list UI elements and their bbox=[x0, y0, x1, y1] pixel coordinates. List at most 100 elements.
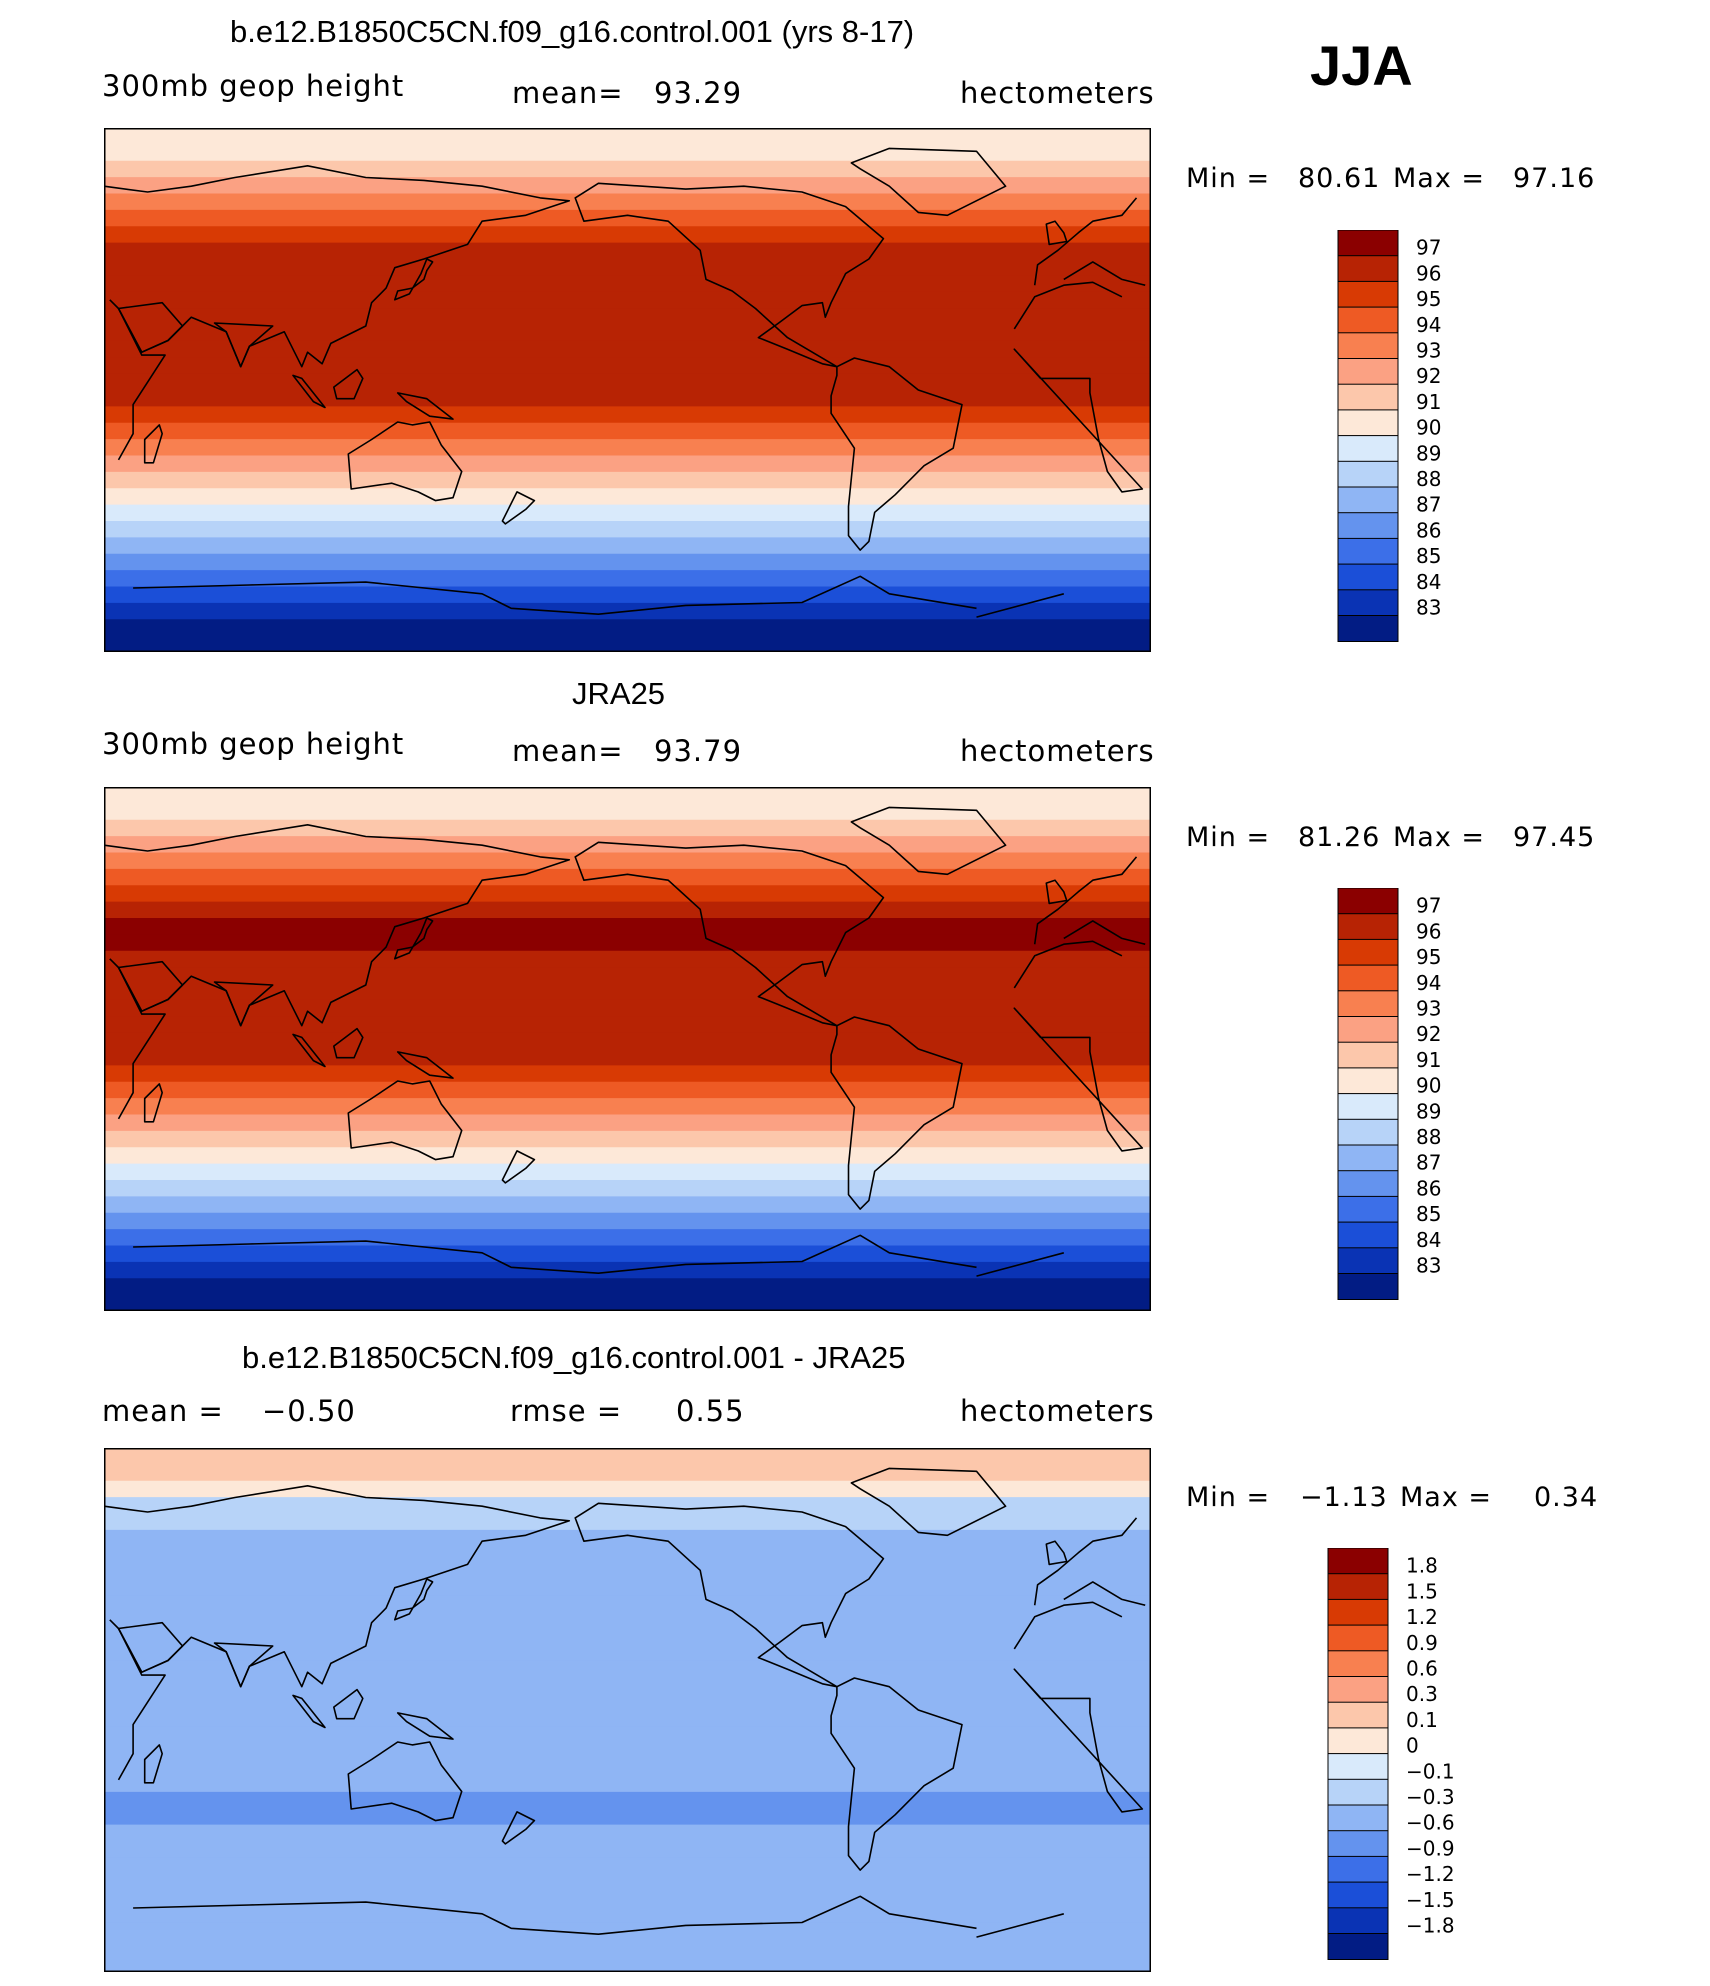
coastline-australia bbox=[347, 421, 463, 502]
colorbar-box-7 bbox=[1327, 1727, 1389, 1755]
coastline-new-zealand bbox=[501, 491, 536, 525]
colorbar-label-5: 92 bbox=[1416, 1022, 1441, 1046]
colorbar-box-3 bbox=[1327, 1624, 1389, 1652]
colorbar-label-13: 84 bbox=[1416, 570, 1441, 594]
colorbar-box-2 bbox=[1337, 280, 1399, 308]
lat-band-21 bbox=[104, 1791, 1151, 1809]
lat-band-16 bbox=[104, 1710, 1151, 1727]
lat-band-23 bbox=[104, 504, 1151, 522]
lat-band-21 bbox=[104, 1130, 1151, 1148]
coastline-south-america bbox=[830, 1677, 963, 1871]
colorbar-box-4 bbox=[1337, 990, 1399, 1018]
lat-band-18 bbox=[104, 422, 1151, 440]
colorbar-box-11 bbox=[1327, 1830, 1389, 1858]
colorbar-box-0 bbox=[1327, 1548, 1389, 1575]
map-frame bbox=[104, 787, 1151, 1311]
colorbar-label-6: 0.1 bbox=[1406, 1708, 1438, 1732]
colorbar-box-10 bbox=[1337, 486, 1399, 514]
colorbar-box-3 bbox=[1337, 964, 1399, 992]
colorbar-box-5 bbox=[1337, 358, 1399, 385]
colorbar-box-14 bbox=[1337, 589, 1399, 617]
coastline-new-zealand bbox=[501, 1150, 536, 1184]
lat-band-5 bbox=[104, 1529, 1151, 1547]
panel1-max-value: 97.16 bbox=[1513, 163, 1596, 194]
colorbar-box-15 bbox=[1327, 1933, 1389, 1960]
lat-band-23 bbox=[104, 1824, 1151, 1842]
coastline-antarctica bbox=[133, 575, 1065, 618]
lat-band-14 bbox=[104, 1016, 1151, 1034]
lat-band-26 bbox=[104, 1212, 1151, 1230]
coastline-sumatra bbox=[292, 374, 326, 409]
coastline-australia bbox=[347, 1080, 463, 1161]
lat-band-6 bbox=[104, 226, 1151, 244]
colorbar-label-2: 95 bbox=[1416, 287, 1441, 311]
lat-band-30 bbox=[104, 1939, 1151, 1957]
coastline-greenland bbox=[850, 147, 1007, 217]
coastline-britain bbox=[1045, 879, 1068, 905]
lat-band-25 bbox=[104, 537, 1151, 555]
panel3-rmse-value: 0.55 bbox=[676, 1394, 745, 1428]
colorbar-box-13 bbox=[1337, 1221, 1399, 1249]
coastline-borneo bbox=[333, 1688, 364, 1720]
lat-band-30 bbox=[104, 1278, 1151, 1296]
coastline-britain bbox=[1045, 220, 1068, 246]
colorbar-label-12: 85 bbox=[1416, 1202, 1441, 1226]
colorbar-box-1 bbox=[1337, 255, 1399, 283]
lat-band-21 bbox=[104, 471, 1151, 489]
colorbar-box-5 bbox=[1327, 1676, 1389, 1703]
lat-band-9 bbox=[104, 934, 1151, 952]
coastline-borneo bbox=[333, 368, 364, 400]
panel3-mean-value: −0.50 bbox=[262, 1394, 356, 1428]
colorbar-label-7: 90 bbox=[1416, 1074, 1441, 1098]
lat-band-0 bbox=[104, 1448, 1151, 1465]
coastline-australia bbox=[347, 1741, 463, 1822]
colorbar-box-8 bbox=[1337, 435, 1399, 463]
coastline-sumatra bbox=[292, 1033, 326, 1068]
lat-band-13 bbox=[104, 1660, 1151, 1678]
colorbar-box-4 bbox=[1327, 1650, 1389, 1678]
panel1-units: hectometers bbox=[960, 76, 1155, 110]
lat-band-2 bbox=[104, 160, 1151, 178]
colorbar-label-3: 94 bbox=[1416, 971, 1441, 995]
coastline-japan bbox=[394, 258, 434, 301]
panel3-mean-label: mean = bbox=[102, 1394, 224, 1428]
colorbar-box-13 bbox=[1337, 563, 1399, 591]
lat-band-15 bbox=[104, 1032, 1151, 1050]
lat-band-28 bbox=[104, 1906, 1151, 1924]
panel2-min-value: 81.26 bbox=[1298, 822, 1381, 853]
lat-band-26 bbox=[104, 1873, 1151, 1891]
colorbar-box-7 bbox=[1337, 409, 1399, 437]
lat-band-20 bbox=[104, 1114, 1151, 1132]
colorbar-box-3 bbox=[1337, 306, 1399, 334]
lat-band-13 bbox=[104, 999, 1151, 1017]
colorbar-label-7: 0 bbox=[1406, 1734, 1419, 1758]
lat-band-7 bbox=[104, 242, 1151, 260]
lat-band-24 bbox=[104, 1180, 1151, 1197]
lat-band-5 bbox=[104, 868, 1151, 886]
colorbar-label-9: 88 bbox=[1416, 467, 1441, 491]
colorbar-label-12: −1.2 bbox=[1406, 1862, 1455, 1886]
lat-band-30 bbox=[104, 619, 1151, 637]
coastline-new-zealand bbox=[501, 1811, 536, 1845]
colorbar-label-9: 88 bbox=[1416, 1125, 1441, 1149]
lat-band-7 bbox=[104, 901, 1151, 919]
panel3-title: b.e12.B1850C5CN.f09_g16.control.001 - JR… bbox=[242, 1340, 906, 1375]
panel2-map bbox=[104, 787, 1151, 1311]
coastline-new-guinea bbox=[396, 1051, 454, 1079]
lat-band-8 bbox=[104, 1579, 1151, 1596]
colorbar-label-4: 93 bbox=[1416, 997, 1441, 1021]
lat-band-24 bbox=[104, 521, 1151, 538]
lat-band-26 bbox=[104, 553, 1151, 571]
coastline-north-america bbox=[574, 841, 885, 1027]
lat-band-4 bbox=[104, 1513, 1151, 1531]
colorbar-box-2 bbox=[1337, 938, 1399, 966]
colorbar-box-10 bbox=[1327, 1804, 1389, 1832]
lat-band-11 bbox=[104, 308, 1151, 326]
colorbar-box-1 bbox=[1337, 913, 1399, 941]
lat-band-11 bbox=[104, 1628, 1151, 1646]
panel2-max-label: Max = bbox=[1393, 822, 1486, 853]
colorbar-box-9 bbox=[1337, 460, 1399, 488]
panel3-max-label: Max = bbox=[1400, 1482, 1493, 1513]
colorbar-label-5: 0.3 bbox=[1406, 1682, 1438, 1706]
